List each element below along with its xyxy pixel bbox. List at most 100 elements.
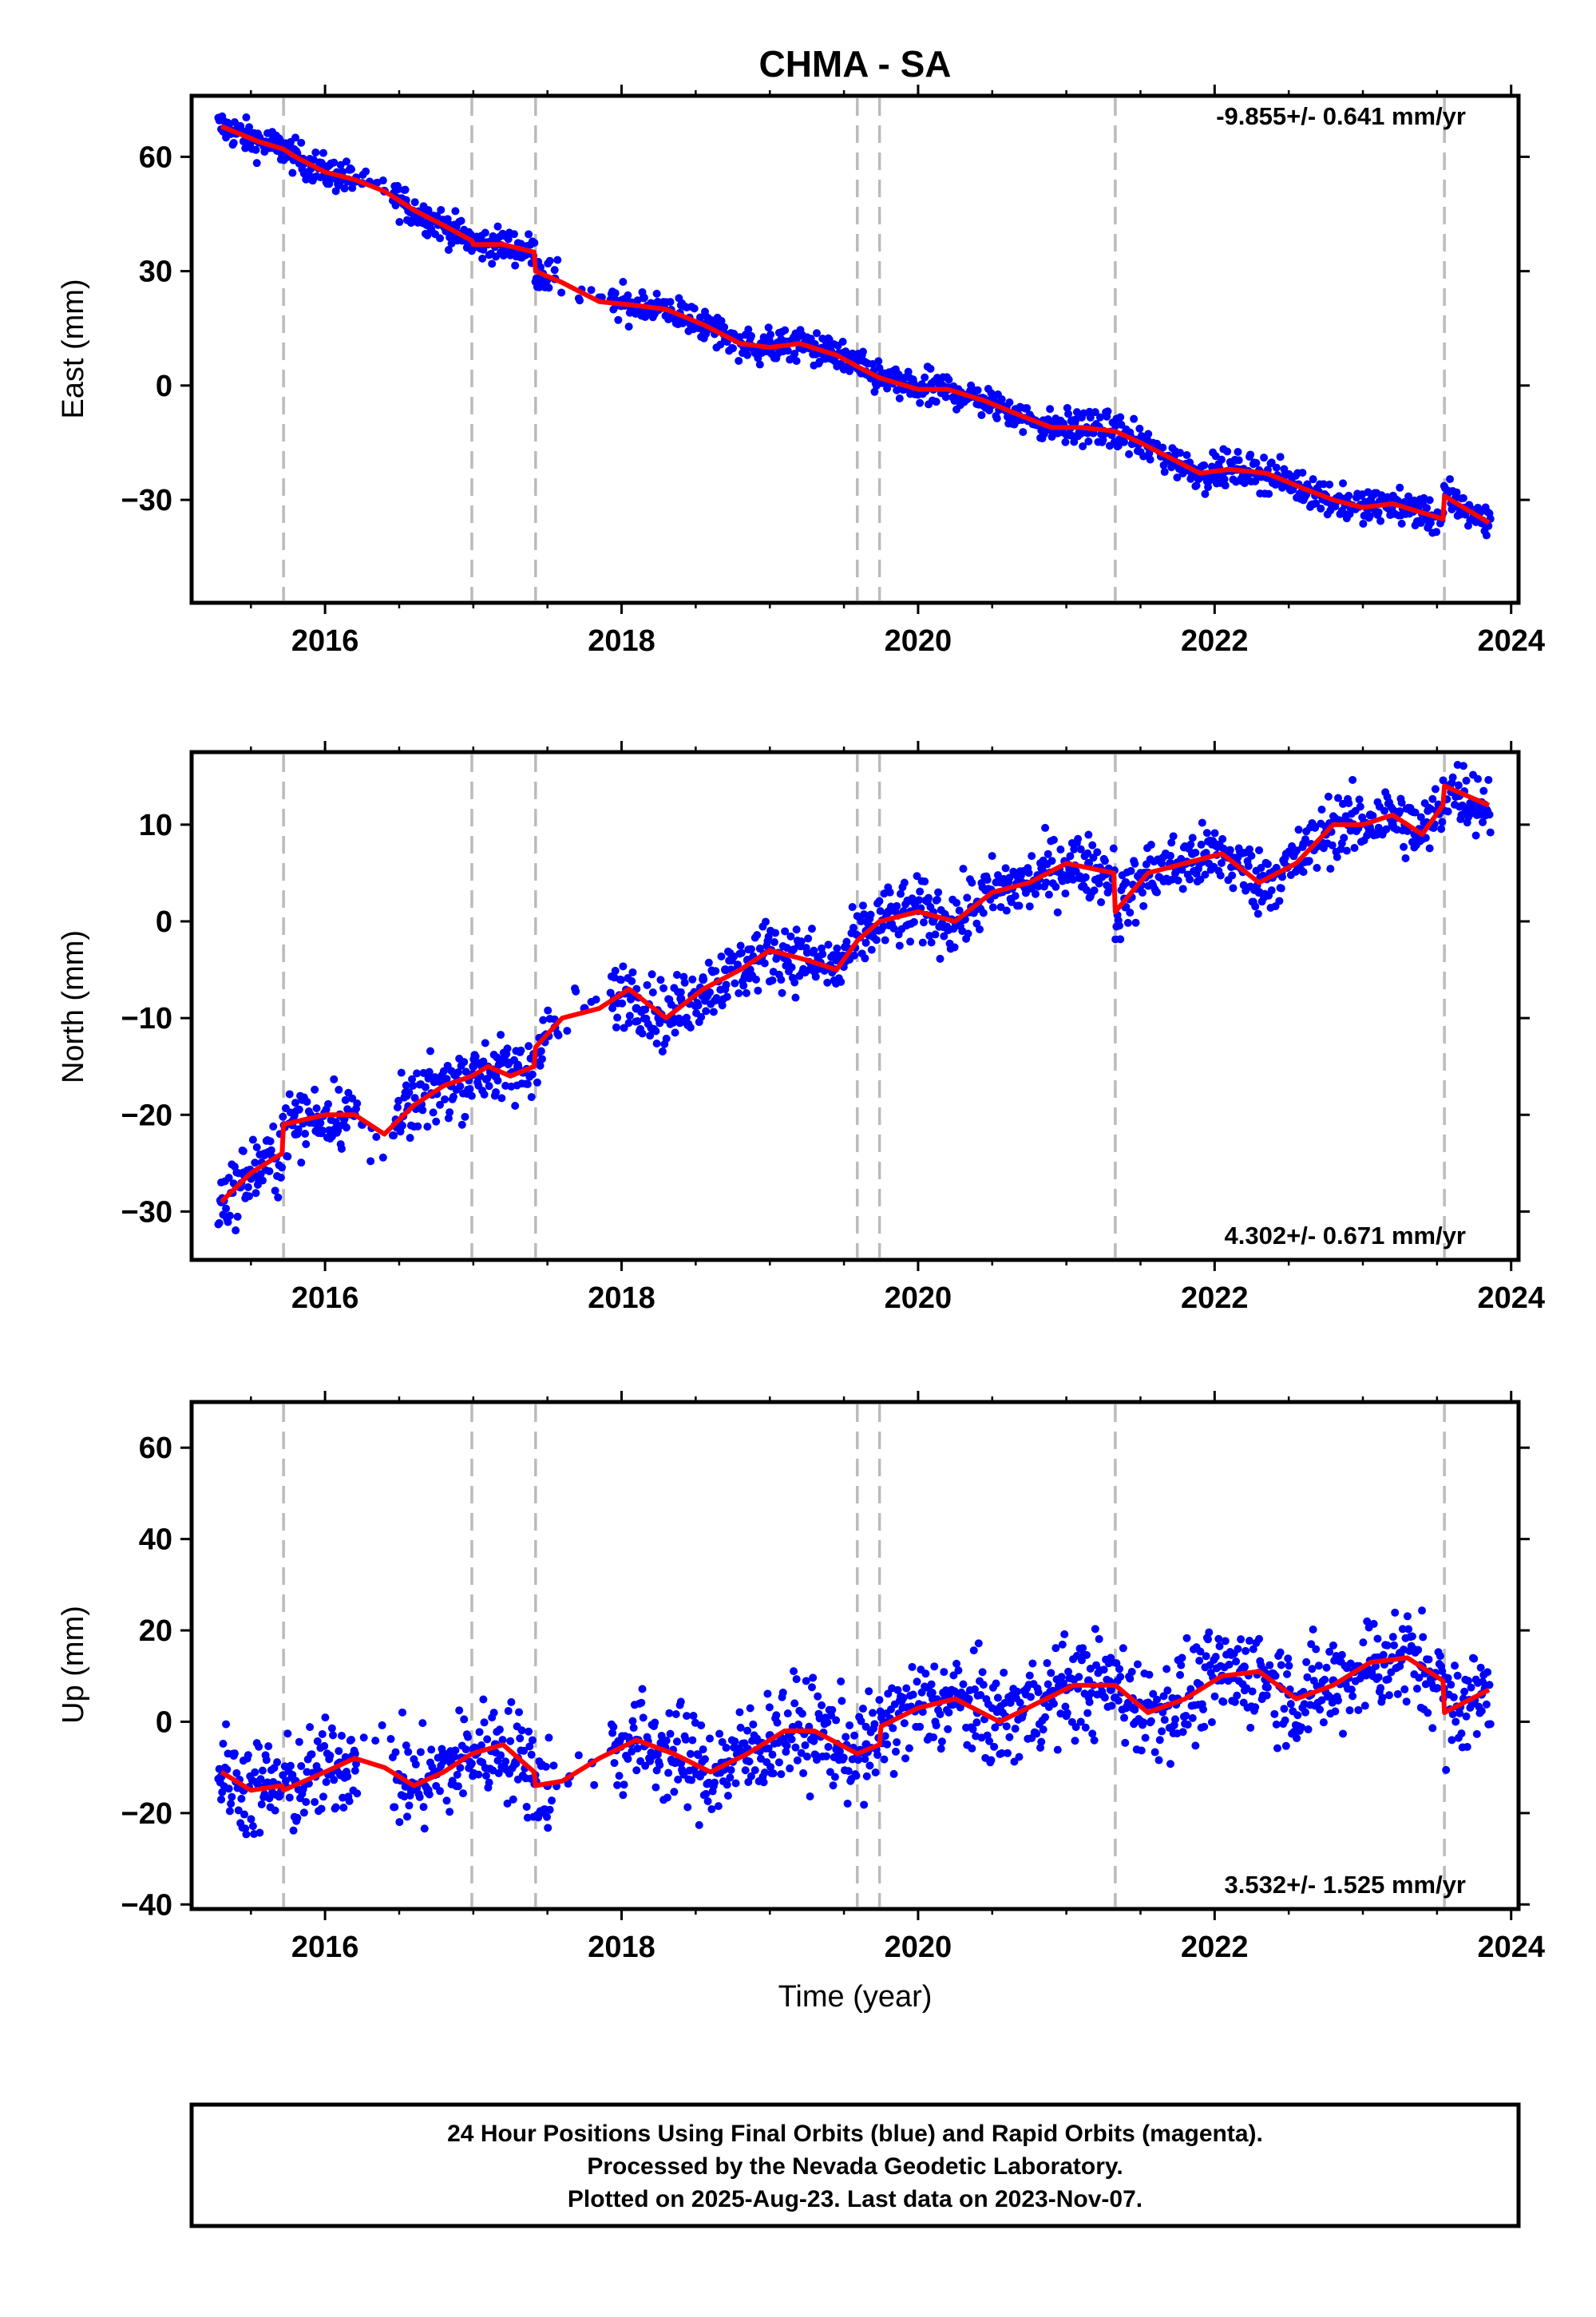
up-position-point-444 [727,1765,735,1774]
up-position-point-148 [386,1735,395,1744]
up-position-point-957 [1221,1637,1230,1646]
north-position-point-641 [914,896,923,905]
up-position-point-238 [474,1770,483,1779]
north-position-point-1075 [1333,853,1341,861]
north-position-point-534 [811,972,820,981]
east-position-point-86 [297,138,306,147]
up-position-point-464 [746,1704,754,1713]
north-position-point-289 [523,1079,532,1088]
north-position-point-11 [224,1174,233,1182]
up-x-tick-label-1: 2018 [588,1931,655,1964]
east-position-point-209 [444,246,453,255]
north-position-point-454 [735,989,743,998]
east-position-point-29 [242,113,251,122]
east-position-point-796 [1061,438,1070,446]
north-axis-ticks: 2016 2018 2020 2022 2024 10 0 −10 −20 −30 [121,741,1545,1315]
up-position-point-125 [335,1747,343,1756]
north-position-point-814 [1081,873,1090,881]
up-position-point-934 [1199,1705,1208,1714]
up-position-point-11 [224,1784,233,1793]
up-position-point-973 [1237,1635,1246,1644]
north-position-point-622 [897,889,905,898]
east-position-point-662 [932,398,941,406]
north-position-point-504 [782,944,791,953]
east-position-point-109 [319,149,327,157]
east-position-point-1233 [1482,531,1491,540]
up-position-point-754 [1025,1671,1034,1680]
up-position-point-178 [416,1748,425,1757]
up-position-point-86 [297,1761,306,1770]
up-position-point-59 [271,1806,279,1815]
up-x-tick-label-4: 2024 [1477,1931,1545,1964]
north-position-point-731 [1001,864,1010,873]
up-position-point-8 [222,1720,231,1729]
north-position-point-1219 [1471,831,1480,840]
up-position-point-82 [293,1813,302,1822]
north-position-point-147 [372,1132,381,1141]
up-position-point-151 [390,1803,399,1812]
north-position-point-783 [1051,882,1060,891]
north-position-point-154 [393,1103,402,1112]
east-position-point-862 [1125,450,1134,458]
up-position-point-615 [891,1747,900,1756]
up-position-point-900 [1166,1760,1174,1768]
north-position-point-547 [824,941,833,949]
up-position-point-365 [651,1718,659,1727]
up-position-point-254 [489,1709,498,1717]
up-position-point-1054 [1314,1662,1323,1670]
east-position-point-982 [1240,479,1249,488]
north-position-point-1126 [1382,825,1391,834]
north-position-point-362 [646,1032,655,1040]
north-position-point-1 [215,1218,224,1227]
north-position-point-1093 [1350,844,1359,853]
up-position-point-1177 [1433,1684,1442,1693]
up-position-point-858 [1126,1674,1135,1683]
north-position-point-696 [968,878,976,887]
up-position-point-21 [234,1806,243,1815]
up-position-point-388 [672,1737,681,1746]
north-position-point-100 [311,1085,319,1094]
up-position-point-1229 [1483,1668,1492,1677]
north-y-tick-label-4: −30 [121,1195,172,1229]
up-position-point-916 [1182,1711,1190,1720]
east-position-point-342 [624,291,632,299]
east-position-point-244 [478,254,487,263]
north-position-point-1039 [1298,843,1307,852]
north-position-point-148 [378,1153,387,1162]
north-position-point-417 [699,972,707,981]
north-position-point-560 [837,977,846,986]
north-position-point-928 [1191,848,1200,857]
north-position-point-428 [709,1008,718,1016]
north-position-point-632 [906,937,915,946]
north-position-point-858 [1123,918,1132,927]
north-position-point-834 [1100,857,1109,865]
up-position-point-878 [1145,1670,1154,1679]
east-position-point-508 [783,347,792,355]
up-position-point-552 [830,1772,839,1781]
north-position-point-334 [619,962,628,971]
up-position-point-222 [459,1789,468,1798]
up-position-point-731 [1003,1749,1012,1757]
up-position-point-77 [288,1770,297,1779]
north-position-point-180 [418,1106,427,1115]
up-position-point-5 [219,1740,228,1749]
chart-title: CHMA - SA [758,43,951,85]
up-position-point-588 [865,1761,874,1770]
east-position-point-1090 [1345,491,1353,500]
east-position-point-1019 [1276,453,1285,461]
up-position-point-181 [419,1803,428,1812]
north-position-point-67 [279,1112,287,1121]
north-position-point-245 [481,1039,489,1048]
up-position-point-1191 [1447,1681,1455,1689]
up-position-point-217 [453,1782,462,1791]
east-position-point-851 [1114,442,1123,450]
up-position-point-1202 [1457,1729,1466,1738]
north-position-point-1142 [1397,798,1406,807]
up-y-tick-label-1: 40 [139,1523,172,1557]
up-position-point-17 [230,1749,239,1758]
up-position-point-918 [1183,1721,1192,1729]
east-position-point-315 [550,266,559,275]
up-position-point-321 [608,1729,617,1737]
up-position-point-1146 [1403,1612,1412,1621]
east-position-point-1195 [1446,475,1455,484]
